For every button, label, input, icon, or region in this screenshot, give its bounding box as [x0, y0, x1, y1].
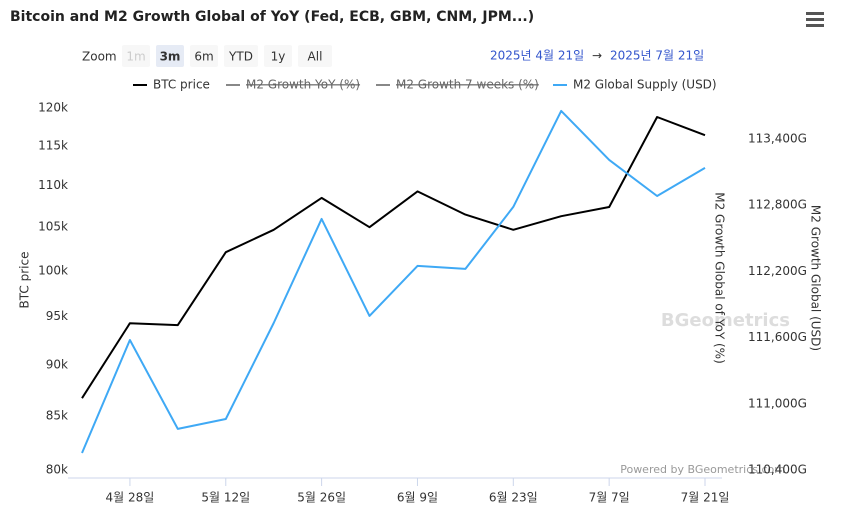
chart-title: Bitcoin and M2 Growth Global of YoY (Fed…	[10, 9, 534, 25]
y-tick-label: 105k	[38, 220, 68, 234]
x-tick-label: 6월 9일	[397, 491, 438, 505]
y-tick-label: 85k	[46, 408, 68, 422]
date-separator: →	[592, 49, 602, 63]
y2-axis-label: M2 Growth Global (USD)	[809, 205, 823, 351]
y-tick-label: 110k	[38, 178, 68, 192]
zoom-button[interactable]	[122, 45, 150, 67]
y2-tick-label: 112,800G	[748, 198, 807, 212]
x-tick-label: 7월 7일	[589, 491, 630, 505]
zoom-button[interactable]	[156, 45, 184, 67]
x-tick-label: 6월 23일	[489, 491, 538, 505]
y-tick-label: 115k	[38, 138, 68, 152]
zoom-button[interactable]	[264, 45, 292, 67]
y2-tick-label: 112,200G	[748, 264, 807, 278]
x-tick-label: 5월 12일	[201, 491, 250, 505]
date-to[interactable]: 2025년 7월 21일	[610, 49, 704, 63]
y-tick-label: 90k	[46, 357, 68, 371]
y2-tick-label: 111,600G	[748, 330, 807, 344]
zoom-button[interactable]	[298, 45, 332, 67]
y-tick-label: 95k	[46, 309, 68, 323]
zoom-button-label[interactable]: 6m	[194, 50, 213, 64]
y-tick-label: 120k	[38, 101, 68, 115]
legend-label[interactable]: M2 Growth 7 weeks (%)	[396, 78, 539, 92]
y-tick-label: 100k	[38, 263, 68, 277]
date-from[interactable]: 2025년 4월 21일	[490, 49, 584, 63]
legend-label[interactable]: M2 Global Supply (USD)	[573, 78, 717, 92]
zoom-button-label[interactable]: 3m	[160, 50, 181, 64]
x-tick-label: 4월 28일	[106, 491, 155, 505]
watermark: BGeometrics	[661, 310, 790, 331]
zoom-button-label[interactable]: YTD	[228, 50, 253, 64]
x-tick-label: 5월 26일	[297, 491, 346, 505]
zoom-button-label[interactable]: 1y	[271, 50, 286, 64]
y2-tick-label: 113,400G	[748, 131, 807, 145]
legend-label[interactable]: BTC price	[153, 78, 210, 92]
y2-tick-label: 111,000G	[748, 396, 807, 410]
y-axis-label: BTC price	[18, 252, 32, 309]
y-mid-axis-label: M2 Growth Global of YoY (%)	[713, 192, 727, 364]
zoom-button-label[interactable]: 1m	[126, 50, 145, 64]
x-tick-label: 7월 21일	[681, 491, 730, 505]
zoom-button[interactable]	[224, 45, 258, 67]
y-tick-label: 80k	[46, 463, 68, 477]
legend-label[interactable]: M2 Growth YoY (%)	[246, 78, 360, 92]
zoom-label: Zoom	[82, 50, 117, 64]
menu-icon[interactable]	[806, 12, 824, 27]
series-line	[81, 116, 706, 399]
credits[interactable]: Powered by BGeometrics.com	[620, 463, 785, 476]
series-line	[81, 109, 706, 454]
zoom-button[interactable]	[190, 45, 218, 67]
y2-tick-label: 110,400G	[748, 463, 807, 477]
zoom-button-label[interactable]: All	[308, 50, 323, 64]
